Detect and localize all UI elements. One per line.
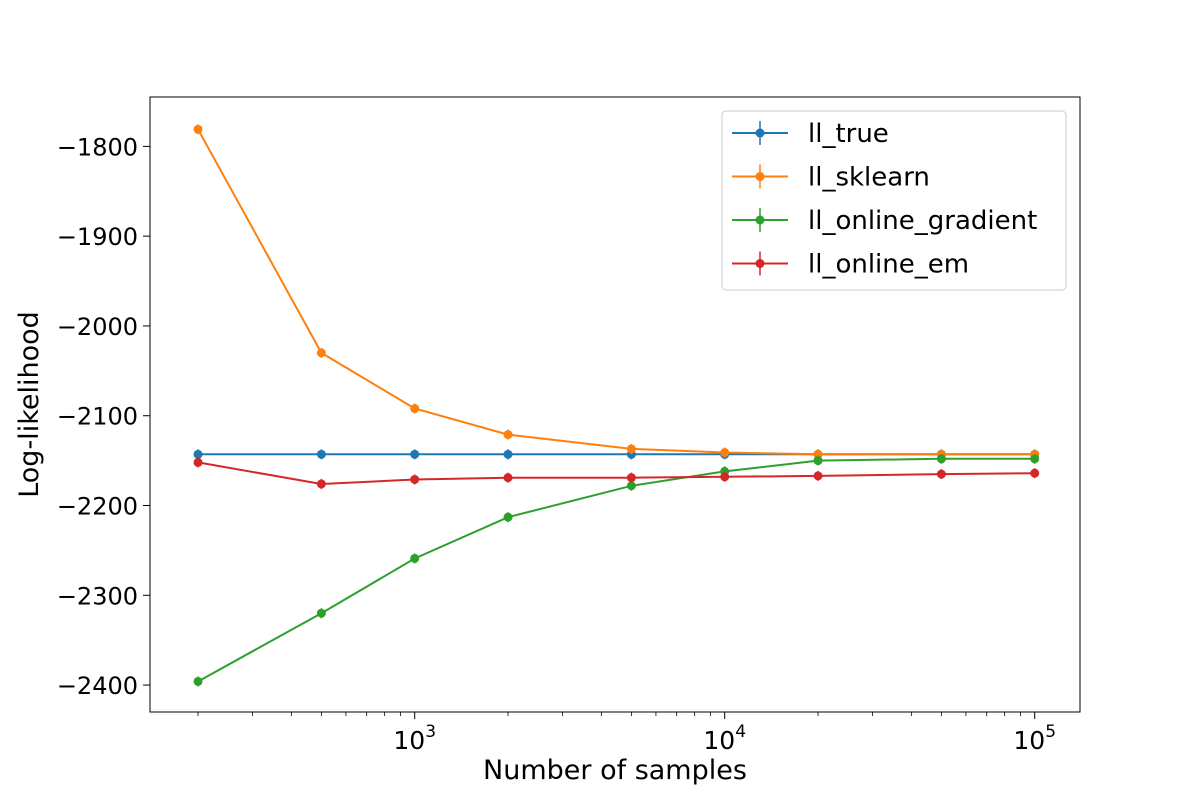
data-point [503, 430, 513, 440]
y-tick-label: −2100 [57, 403, 138, 431]
legend: ll_true ll_sklearn ll_online_gradient ll_on… [721, 110, 1067, 291]
x-tick-label: 105 [1013, 722, 1056, 755]
legend-marker [755, 128, 765, 138]
series-layer [193, 124, 1040, 687]
legend-label: ll_sklearn [808, 163, 930, 193]
y-tick-label: −1900 [57, 223, 138, 251]
legend-box [721, 110, 1067, 291]
data-point [316, 479, 326, 489]
data-point [813, 456, 823, 466]
data-point [626, 444, 636, 454]
x-axis-ticks: 103 104 105 [393, 712, 1056, 755]
data-point [410, 474, 420, 484]
data-point [720, 448, 730, 458]
y-tick-label: −1800 [57, 133, 138, 161]
x-tick-label: 103 [393, 722, 436, 755]
data-point [193, 457, 203, 467]
y-tick-label: −2400 [57, 672, 138, 700]
data-point [410, 553, 420, 563]
series-line [197, 457, 1035, 683]
legend-label: ll_online_gradient [808, 206, 1037, 236]
legend-marker [755, 215, 765, 225]
data-point [410, 404, 420, 414]
x-axis-minor-ticks [197, 712, 1021, 716]
data-point [503, 512, 513, 522]
legend-item: ll_sklearn [732, 163, 930, 193]
y-axis-ticks: −1800 −1900 −2000 −2100 −2200 −2300 −2400 [57, 133, 150, 700]
data-point [316, 348, 326, 358]
data-point [1030, 468, 1040, 478]
data-point [193, 449, 203, 459]
data-point [503, 473, 513, 483]
data-point [410, 449, 420, 459]
y-tick-label: −2200 [57, 493, 138, 521]
legend-item: ll_online_em [732, 250, 969, 280]
data-point [316, 449, 326, 459]
data-point [316, 608, 326, 618]
data-point [626, 481, 636, 491]
plot-frame [149, 96, 1081, 713]
data-point [936, 469, 946, 479]
y-tick-label: −2300 [57, 582, 138, 610]
legend-marker [755, 172, 765, 181]
legend-item: ll_true [732, 119, 889, 149]
x-axis-label: Number of samples [483, 755, 747, 786]
legend-marker [755, 259, 765, 268]
data-point [813, 449, 823, 459]
data-point [193, 124, 203, 134]
y-tick-label: −2000 [57, 313, 138, 341]
data-point [1030, 454, 1040, 464]
series-ll_online_em [193, 457, 1040, 489]
data-point [936, 454, 946, 464]
legend-label: ll_online_em [808, 250, 969, 280]
series-ll_online_gradient [193, 453, 1040, 687]
data-point [813, 471, 823, 481]
legend-label: ll_true [808, 119, 889, 149]
legend-item: ll_online_gradient [732, 206, 1037, 236]
data-point [720, 472, 730, 482]
data-point [626, 473, 636, 483]
data-point [193, 676, 203, 686]
y-axis-label: Log-likelihood [14, 311, 45, 498]
x-tick-label: 104 [703, 722, 746, 755]
data-point [503, 449, 513, 459]
